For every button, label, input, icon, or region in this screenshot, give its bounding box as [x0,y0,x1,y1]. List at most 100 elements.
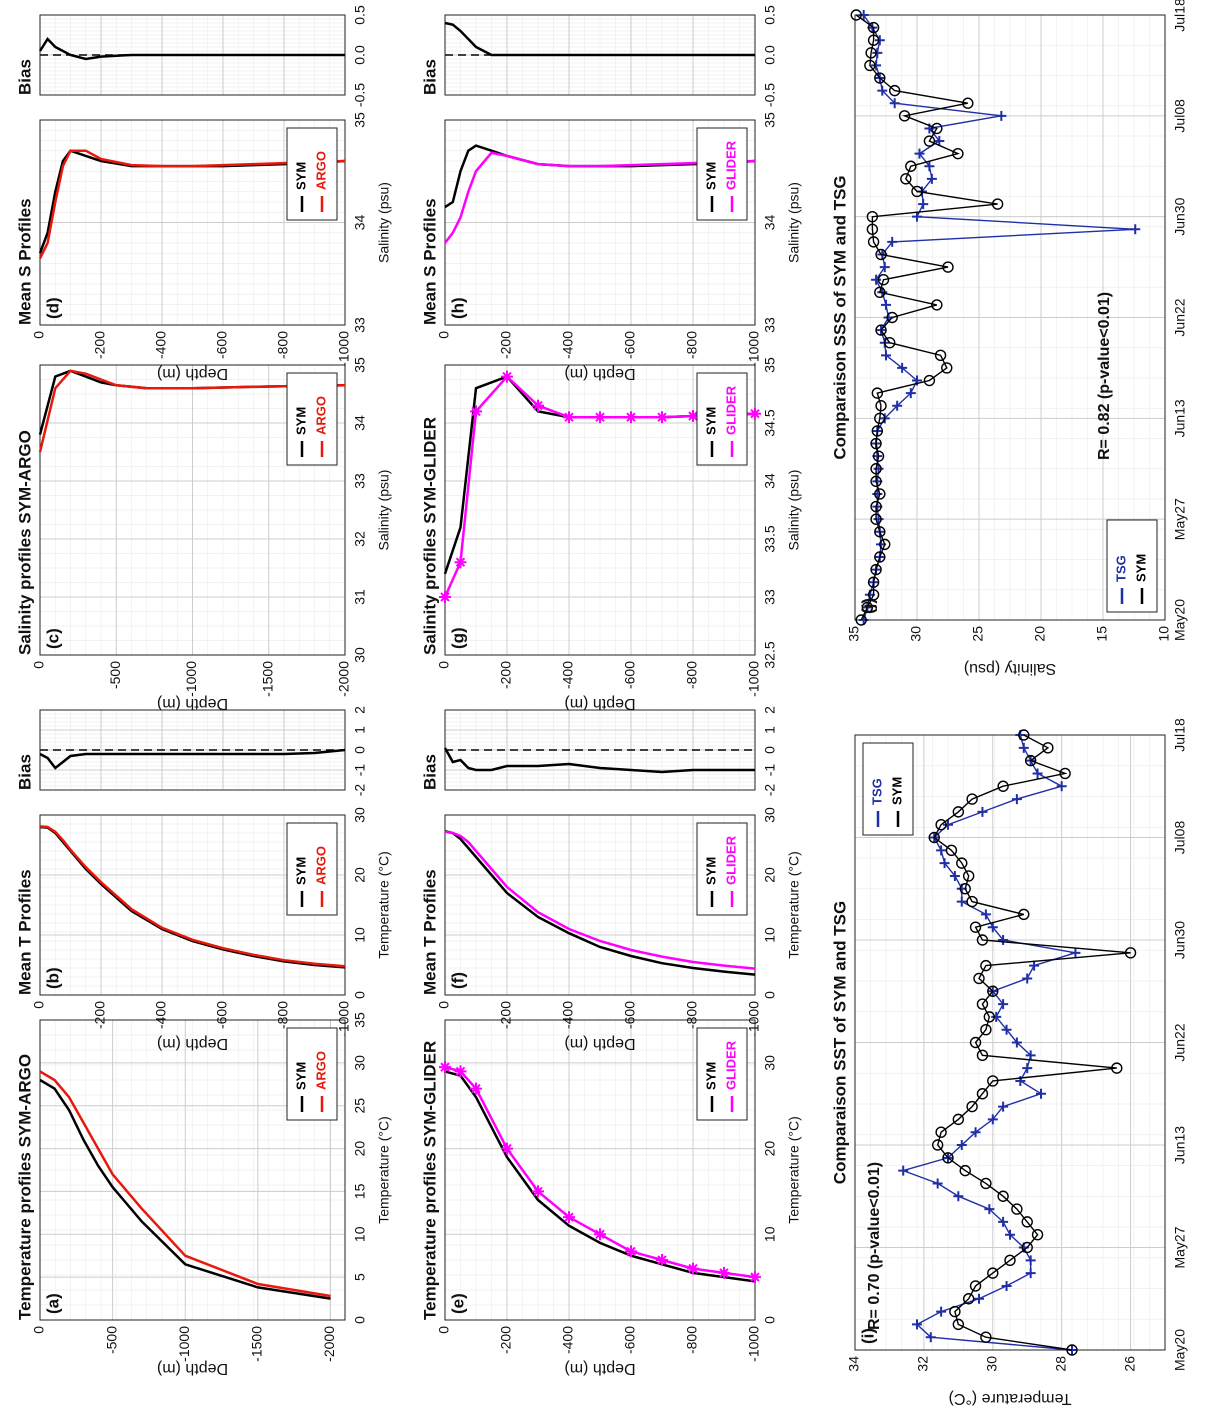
x-axis-label: Salinity (psu) [376,182,392,263]
plot-frame [444,119,756,326]
y-tick-label: -800 [275,331,291,359]
marker [874,286,886,298]
x-tick-label: 32.5 [762,641,778,668]
legend-box [286,372,338,466]
plot-frame [444,814,756,996]
y-tick-label: -800 [684,1001,700,1029]
marker [855,614,867,626]
legend-label: GLIDER [723,835,738,885]
marker [942,261,954,273]
chart-title: Bias [420,754,439,790]
marker [973,972,985,985]
x-tick-label: 34 [352,415,368,431]
legend-label: ARGO [313,396,328,435]
plot-frame [39,1019,346,1321]
legend-label: SYM [703,407,718,435]
y-tick-label: -1000 [746,1001,762,1037]
x-tick-label: 30 [352,1055,368,1071]
x-tick-label: 10 [352,1226,368,1242]
annotation: R= 0.70 (p-value<0.01) [866,1162,883,1330]
y-tick-label: 25 [970,626,986,642]
x-tick-label: 34 [352,215,368,231]
marker [888,84,901,97]
marker [874,551,886,563]
marker [987,985,999,997]
legend-box [696,372,748,466]
x-tick-label: Jul08 [1172,821,1188,855]
y-tick-label: 15 [1094,626,1110,642]
y-tick-label: 0 [31,1001,47,1009]
x-tick-label: 33 [762,589,778,605]
legend-label: GLIDER [723,140,738,190]
marker [1024,754,1037,767]
y-tick-label: -400 [560,331,576,359]
y-tick-label: -600 [622,661,638,689]
x-tick-label: 0.0 [762,45,778,65]
y-axis-label: Depth (m) [157,695,228,712]
plot-frame [444,364,756,656]
x-tick-label: 34 [762,215,778,231]
y-tick-label: -600 [622,1326,638,1354]
legend-label: SYM [889,777,904,805]
marker [877,273,890,286]
x-tick-label: 0 [762,746,778,754]
marker [923,374,936,387]
y-tick-label: -200 [498,661,514,689]
y-tick-label: 0 [436,1001,452,1009]
marker [898,110,911,122]
marker [858,10,869,20]
marker [962,870,975,882]
y-axis-label: Depth (m) [157,365,228,382]
marker [935,818,947,831]
legend-label: SYM [703,857,718,885]
panel-label: (c) [43,628,62,649]
x-tick-label: -2 [762,784,778,797]
marker [1021,1216,1033,1228]
marker [874,488,886,500]
x-tick-label: -1 [352,764,368,777]
y-tick-label: 0 [436,331,452,339]
y-tick-label: -200 [498,1001,514,1029]
legend-box [1106,519,1158,613]
series-line [38,36,345,61]
y-axis-label: Depth (m) [564,365,635,382]
plot-frame [854,734,1166,1351]
x-tick-label: 0.5 [352,5,368,25]
x-tick-label: 30 [352,807,368,823]
chart-title: Salinity profiles SYM-GLIDER [420,417,439,655]
series-line [444,830,756,970]
y-tick-label: 32 [915,1356,931,1372]
marker [934,349,947,362]
y-tick-label: -400 [153,1001,169,1029]
y-axis-label: Salinity (psu) [964,660,1056,677]
marker [952,806,965,818]
y-tick-label: -800 [684,331,700,359]
x-tick-label: 15 [352,1183,368,1199]
marker [875,324,887,336]
legend-box [862,742,914,836]
panel-label: (d) [43,297,62,319]
marker [874,72,886,84]
x-axis-label: Salinity (psu) [786,182,802,263]
x-tick-label: May20 [1172,599,1188,641]
marker [969,1280,982,1292]
legend-box [286,822,338,916]
y-tick-label: -600 [214,1001,230,1029]
marker [980,1331,992,1343]
y-tick-label: -600 [622,1001,638,1029]
marker [956,857,968,869]
chart-title: Mean T Profiles [420,869,439,995]
legend-label: SYM [703,1062,718,1090]
y-tick-label: 34 [846,1356,862,1372]
y-tick-label: 35 [846,626,862,642]
legend-label: SYM [293,407,308,435]
marker [870,563,882,576]
chart-title: Mean T Profiles [15,869,34,995]
x-tick-label: 30 [352,647,368,663]
x-tick-label: 0 [352,991,368,999]
y-tick-label: -2000 [321,1326,337,1362]
x-tick-label: 20 [352,1141,368,1157]
x-tick-label: 2 [352,706,368,714]
marker [952,147,964,160]
marker [935,1126,947,1138]
